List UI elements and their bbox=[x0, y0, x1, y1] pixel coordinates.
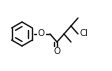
Text: O: O bbox=[53, 47, 60, 57]
Text: O: O bbox=[38, 29, 45, 38]
Text: Cl: Cl bbox=[79, 29, 88, 38]
